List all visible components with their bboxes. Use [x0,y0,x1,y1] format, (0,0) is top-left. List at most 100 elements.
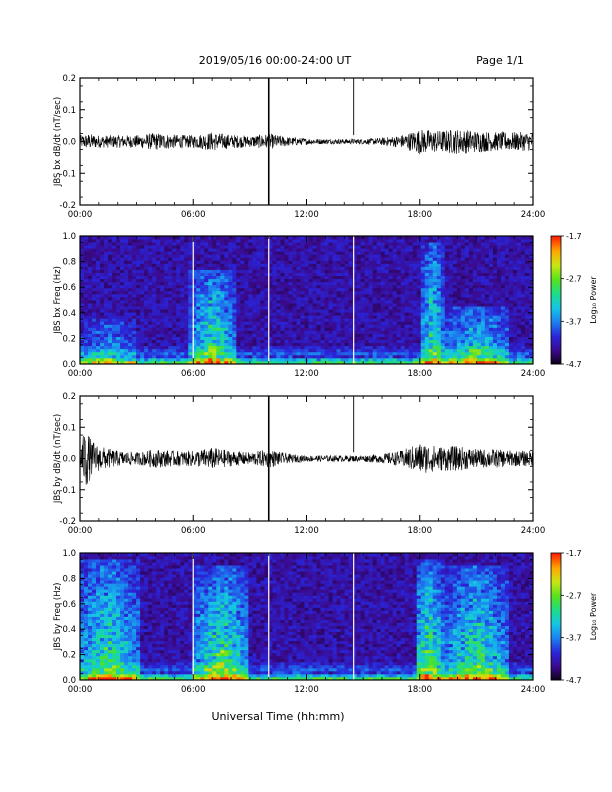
spectrogram-cell [300,345,305,350]
spectrogram-cell [512,351,518,356]
spectrogram-cell [416,303,422,307]
spectrogram-cell [508,309,514,313]
spectrogram-cell [272,357,277,362]
spectrogram-cell [316,278,321,283]
spectrogram-cell [92,306,97,310]
spectrogram-cell [248,342,253,347]
spectrogram-cell [300,300,305,304]
spectrogram-cell [320,245,325,249]
spectrogram-cell [428,330,434,334]
spectrogram-cell [312,287,317,292]
spectrogram-cell [188,272,193,277]
spectrogram-cell [284,333,289,337]
spectrogram-cell [472,300,478,304]
spectrogram-cell [296,309,301,313]
spectrogram-cell [240,315,245,319]
spectrogram-cell [176,236,181,240]
spectrogram-cell [332,312,337,316]
spectrogram-cell [84,345,89,350]
spectrogram-cell [424,281,430,286]
spectrogram-cell [236,296,241,301]
spectrogram-cell [476,290,482,295]
spectrogram-cell [220,275,225,280]
spectrogram-cell [132,306,137,310]
spectrogram-cell [516,309,522,313]
spectrogram-cell [348,324,353,328]
spectrogram-cell [336,312,341,316]
spectrogram-cell [460,254,466,258]
spectrogram-cell [400,336,406,341]
spectrogram-cell [392,281,398,286]
spectrogram-cell [128,312,133,316]
spectrogram-cell [192,330,197,334]
spectrogram-cell [148,327,153,331]
spectrogram-cell [372,312,378,316]
spectrogram-cell [124,327,129,331]
spectrogram-cell [440,303,446,307]
spectrogram-cell [384,312,390,316]
spectrogram-cell [100,260,105,264]
spectrogram-cell [356,300,362,304]
spectrogram-cell [440,339,446,344]
spectrogram-cell [356,266,362,270]
spectrogram-cell [396,272,402,277]
spectrogram-cell [328,257,333,261]
x-tick-label: 00:00 [68,210,93,220]
spectrogram-cell [344,263,349,267]
spectrogram-cell [108,360,113,365]
spectrogram-cell [356,251,362,255]
spectrogram-cell [228,242,233,246]
spectrogram-cell [100,312,105,316]
spectrogram-cell [512,324,518,328]
spectrogram-cell [244,312,249,316]
spectrogram-cell [328,330,333,334]
spectrogram-cell [148,239,153,243]
spectrogram-cell [140,318,145,322]
spectrogram-cell [108,269,113,273]
spectrogram-cell [192,324,197,328]
spectrogram-cell [144,345,149,350]
spectrogram-cell [108,296,113,301]
spectrogram-cell [384,327,390,331]
spectrogram-cell [132,239,137,243]
spectrogram-cell [364,318,370,322]
spectrogram-cell [248,275,253,280]
spectrogram-cell [136,336,141,341]
spectrogram-cell [368,360,374,365]
spectrogram-cell [388,357,394,362]
spectrogram-cell [260,357,265,362]
spectrogram-cell [144,260,149,264]
spectrogram-cell [108,287,113,292]
spectrogram-cell [164,293,169,298]
spectrogram-cell [360,266,366,270]
spectrogram-cell [516,300,522,304]
spectrogram-cell [288,327,293,331]
spectrogram-cell [252,327,257,331]
spectrogram-cell [400,315,406,319]
spectrogram-cell [200,354,205,359]
spectrogram-cell [104,360,109,365]
spectrogram-cell [324,275,329,280]
spectrogram-cell [416,300,422,304]
spectrogram-cell [504,239,510,243]
spectrogram-cell [328,281,333,286]
spectrogram-cell [516,260,522,264]
spectrogram-cell [156,278,161,283]
spectrogram-cell [412,321,418,325]
spectrogram-cell [116,315,121,319]
spectrogram-cell [288,351,293,356]
spectrogram-cell [80,242,85,246]
spectrogram-cell [524,293,530,298]
spectrogram-cell [356,351,362,356]
spectrogram-cell [484,333,490,337]
spectrogram-cell [336,348,341,353]
spectrogram-cell [396,345,402,350]
spectrogram-cell [188,354,193,359]
spectrogram-cell [196,296,201,301]
spectrogram-cell [504,266,510,270]
spectrogram-cell [436,357,442,362]
spectrogram-cell [264,260,269,264]
spectrogram-cell [284,263,289,267]
spectrogram-cell [304,260,309,264]
spectrogram-cell [440,257,446,261]
